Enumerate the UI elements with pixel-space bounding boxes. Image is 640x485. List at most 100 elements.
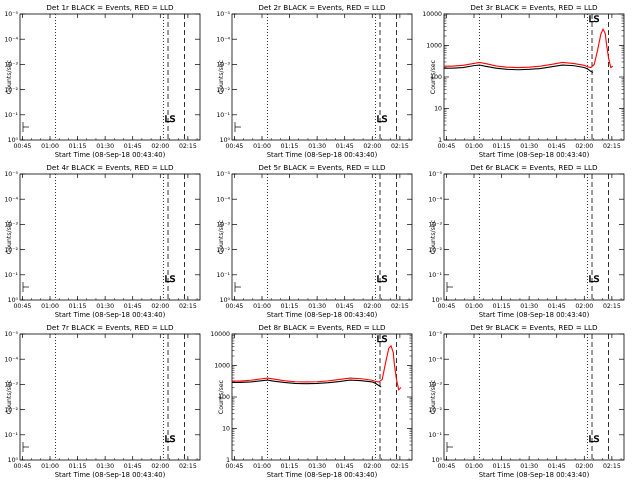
plot-frame — [443, 173, 625, 301]
x-tick-label: 01:30 — [96, 303, 114, 310]
x-tick-label: 01:00 — [41, 143, 59, 150]
y-axis-label: Counts/sec — [218, 379, 225, 414]
y-tick-label: 10⁻³ — [428, 382, 442, 389]
y-tick-label: 10⁻¹ — [216, 272, 230, 279]
y-tick-label: 10⁻² — [428, 247, 442, 254]
x-tick-label: 02:15 — [179, 143, 197, 150]
x-tick-label: 01:30 — [520, 463, 538, 470]
x-tick-label: 01:30 — [96, 143, 114, 150]
y-axis-label: Counts/sec — [218, 219, 225, 254]
x-tick-label: 02:15 — [391, 463, 409, 470]
detector-panel-1r: Det 1r BLACK = Events, RED = LLD 00:45 01:… — [4, 3, 201, 159]
x-tick-label: 01:45 — [548, 463, 566, 470]
x-tick-label: 00:45 — [226, 303, 244, 310]
ls-annotation: LS — [377, 115, 388, 125]
x-tick-label: 02:00 — [575, 463, 593, 470]
ls-annotation: LS — [165, 115, 176, 125]
y-axis-label: Counts/sec — [6, 219, 13, 254]
x-tick-label: 02:15 — [391, 143, 409, 150]
x-tick-label: 01:45 — [336, 303, 354, 310]
y-axis-label: Counts/sec — [218, 59, 225, 94]
y-tick-label: 10⁻² — [4, 247, 18, 254]
y-tick-label: 10⁻² — [4, 87, 18, 94]
y-tick-label: 10⁻⁵ — [4, 11, 18, 18]
y-axis-label: Counts/sec — [6, 59, 13, 94]
panel-title: Det 1r BLACK = Events, RED = LLD — [46, 3, 174, 12]
panel-title: Det 4r BLACK = Events, RED = LLD — [46, 163, 174, 172]
panel-title: Det 7r BLACK = Events, RED = LLD — [46, 323, 174, 332]
events-series-line — [444, 64, 594, 73]
x-tick-label: 01:15 — [281, 303, 299, 310]
plot-frame — [443, 13, 625, 141]
detector-panel-8r: Det 8r BLACK = Events, RED = LLD 00:45 01:… — [210, 323, 413, 479]
y-tick-label: 10⁻⁴ — [4, 36, 18, 43]
detector-panel-7r: Det 7r BLACK = Events, RED = LLD 00:45 01:… — [4, 323, 201, 479]
y-tick-label: 10⁻⁵ — [4, 171, 18, 178]
x-axis-label: Start Time (08-Sep-18 00:43:40) — [479, 311, 590, 319]
y-tick-label: 10⁻³ — [4, 222, 18, 229]
ls-annotation: LS — [377, 335, 388, 345]
panel-title: Det 6r BLACK = Events, RED = LLD — [470, 163, 598, 172]
panel-title: Det 2r BLACK = Events, RED = LLD — [258, 3, 386, 12]
y-tick-label: 10⁰ — [8, 457, 19, 464]
y-tick-label: 10⁻⁴ — [216, 196, 230, 203]
x-tick-label: 01:00 — [465, 463, 483, 470]
y-tick-label: 10⁻⁵ — [4, 331, 18, 338]
x-tick-label: 01:00 — [253, 463, 271, 470]
x-tick-label: 00:45 — [438, 303, 456, 310]
x-tick-label: 02:15 — [391, 303, 409, 310]
x-tick-label: 02:00 — [151, 303, 169, 310]
y-tick-label: 10⁻¹ — [4, 112, 18, 119]
panel-title: Det 5r BLACK = Events, RED = LLD — [258, 163, 386, 172]
y-axis-label: Counts/sec — [6, 379, 13, 414]
y-tick-label: 10⁻³ — [216, 62, 230, 69]
ls-annotation: LS — [589, 15, 600, 25]
detector-panel-6r: Det 6r BLACK = Events, RED = LLD 00:45 01:… — [428, 163, 625, 319]
y-tick-label: 10⁻³ — [4, 62, 18, 69]
y-tick-label: 10⁻³ — [4, 382, 18, 389]
y-tick-label: 10⁻⁴ — [4, 356, 18, 363]
x-axis-label: Start Time (08-Sep-18 00:43:40) — [479, 471, 590, 479]
y-tick-label: 10⁻¹ — [4, 432, 18, 439]
x-tick-label: 02:00 — [575, 303, 593, 310]
y-tick-label: 10⁻¹ — [4, 272, 18, 279]
panel-title: Det 9r BLACK = Events, RED = LLD — [470, 323, 598, 332]
x-tick-label: 00:45 — [438, 463, 456, 470]
y-tick-label: 100 — [430, 74, 442, 81]
x-tick-label: 01:15 — [69, 463, 87, 470]
y-tick-label: 10⁻⁵ — [428, 331, 442, 338]
x-tick-label: 02:00 — [575, 143, 593, 150]
y-tick-label: 100 — [218, 394, 230, 401]
x-tick-label: 01:30 — [308, 143, 326, 150]
y-tick-label: 10⁻³ — [216, 222, 230, 229]
y-tick-label: 10⁻¹ — [428, 432, 442, 439]
x-tick-label: 02:15 — [603, 463, 621, 470]
ls-annotation: LS — [589, 275, 600, 285]
plot-frame — [19, 13, 201, 141]
lld-series-line — [232, 344, 402, 391]
x-tick-label: 01:30 — [308, 463, 326, 470]
x-tick-label: 00:45 — [14, 143, 32, 150]
y-tick-label: 10⁰ — [432, 297, 443, 304]
x-tick-label: 01:00 — [41, 303, 59, 310]
x-tick-label: 02:00 — [151, 463, 169, 470]
panel-title: Det 8r BLACK = Events, RED = LLD — [258, 323, 386, 332]
detector-panel-9r: Det 9r BLACK = Events, RED = LLD 00:45 01:… — [428, 323, 625, 479]
x-tick-label: 02:00 — [363, 143, 381, 150]
plot-frame — [443, 333, 625, 461]
x-tick-label: 00:45 — [14, 463, 32, 470]
detector-panel-3r: Det 3r BLACK = Events, RED = LLD 00:45 01:… — [422, 3, 625, 159]
panel-title: Det 3r BLACK = Events, RED = LLD — [470, 3, 598, 12]
ls-annotation: LS — [165, 275, 176, 285]
detector-panel-5r: Det 5r BLACK = Events, RED = LLD 00:45 01:… — [216, 163, 413, 319]
y-tick-label: 10⁻⁵ — [216, 11, 230, 18]
y-tick-label: 10⁰ — [220, 137, 231, 144]
x-tick-label: 01:15 — [69, 143, 87, 150]
y-tick-label: 10⁻⁵ — [428, 171, 442, 178]
x-axis-label: Start Time (08-Sep-18 00:43:40) — [267, 471, 378, 479]
x-tick-label: 01:00 — [253, 303, 271, 310]
x-tick-label: 01:00 — [465, 143, 483, 150]
x-axis-label: Start Time (08-Sep-18 00:43:40) — [479, 151, 590, 159]
x-tick-label: 01:45 — [548, 143, 566, 150]
